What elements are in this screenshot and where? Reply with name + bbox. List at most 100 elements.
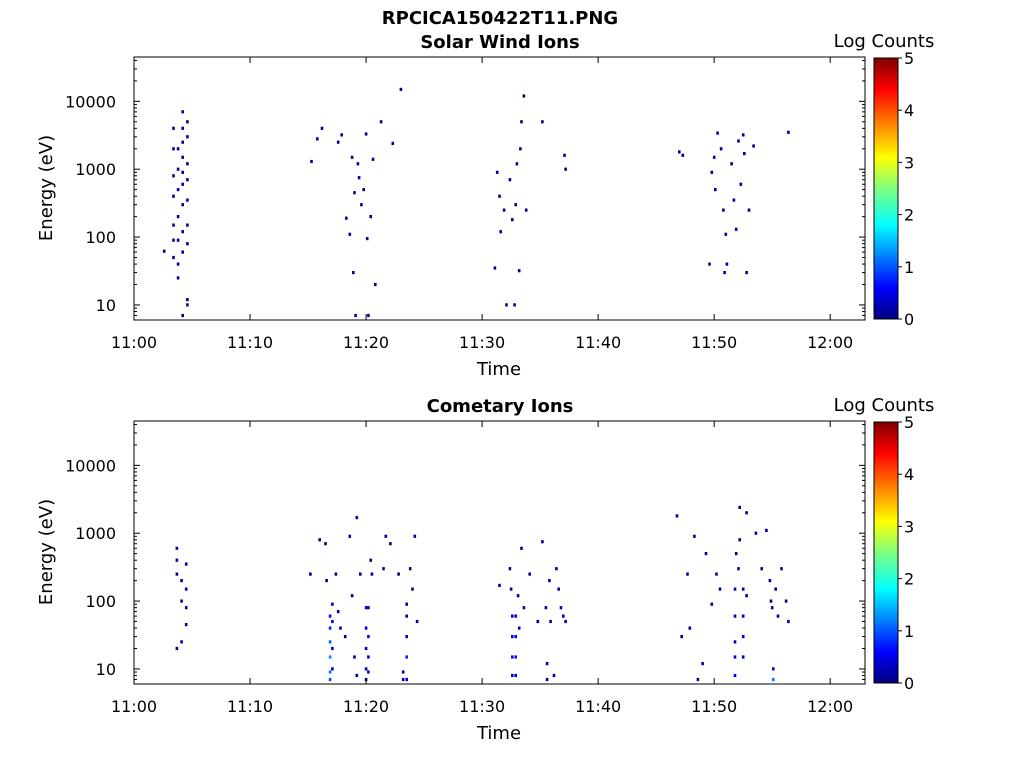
data-cell: [172, 223, 175, 227]
data-cell: [733, 655, 737, 659]
data-cell: [681, 153, 685, 157]
data-cell: [350, 155, 354, 159]
solar-wind-title: Solar Wind Ions: [420, 32, 579, 53]
data-cell: [367, 606, 370, 610]
data-cell: [181, 182, 184, 186]
data-cell: [328, 640, 332, 644]
data-cell: [719, 147, 723, 151]
data-cell: [519, 147, 522, 151]
data-cell: [715, 572, 718, 576]
colorbar-tick-label: 1: [904, 622, 914, 641]
cometary-colorbar-gradient: [873, 421, 899, 684]
data-cell: [172, 238, 175, 242]
solar-wind-colorbar: Log Counts 0 1 2 3 4 5: [834, 31, 935, 329]
data-cell: [399, 87, 403, 91]
data-cell: [733, 640, 737, 644]
data-cell: [374, 282, 377, 287]
data-cell: [768, 579, 772, 583]
data-cell: [175, 546, 179, 550]
data-cell: [511, 218, 514, 222]
data-cell: [181, 203, 184, 207]
data-cell: [498, 194, 501, 198]
data-cell: [175, 558, 179, 562]
cometary-colorbar-label: Log Counts: [834, 395, 935, 416]
data-cell: [350, 594, 354, 598]
data-cell: [734, 227, 738, 231]
y-tick-label: 1000: [75, 160, 116, 179]
data-cell: [382, 567, 385, 571]
colorbar-tick-label: 4: [904, 465, 914, 484]
data-cell: [334, 572, 338, 576]
data-cell: [186, 223, 189, 227]
x-tick-label: 11:00: [111, 333, 157, 352]
data-cell: [360, 203, 363, 207]
data-cell: [737, 567, 740, 571]
data-cell: [743, 152, 746, 156]
data-cell: [680, 635, 683, 639]
data-cell: [733, 587, 737, 591]
x-tick-label: 11:30: [459, 333, 505, 352]
data-cell: [548, 579, 551, 583]
data-cell: [411, 587, 414, 591]
data-cell: [541, 120, 544, 124]
x-tick-label: 12:00: [807, 333, 853, 352]
data-cell: [328, 677, 332, 682]
data-cell: [405, 655, 408, 659]
data-cell: [186, 198, 189, 202]
x-tick-label: 11:30: [459, 697, 505, 716]
colorbar-tick-label: 0: [904, 674, 914, 693]
colorbar-tick-label: 3: [904, 517, 914, 536]
data-cell: [760, 567, 763, 571]
data-cell: [524, 208, 528, 212]
data-cell: [172, 147, 175, 151]
y-tick-label: 10: [96, 660, 116, 679]
data-cell: [520, 120, 523, 124]
data-cell: [536, 619, 540, 624]
solar-wind-plot-frame: [133, 56, 866, 321]
data-cell: [176, 147, 180, 151]
data-cell: [328, 670, 332, 674]
data-cell: [745, 594, 748, 598]
data-cell: [509, 587, 513, 591]
data-cell: [184, 562, 188, 566]
data-cell: [369, 215, 372, 219]
data-cell: [511, 635, 514, 639]
data-cell: [316, 137, 319, 141]
data-cell: [710, 602, 714, 606]
data-cell: [359, 572, 362, 576]
data-cell: [345, 216, 348, 220]
data-cell: [716, 131, 719, 135]
x-tick-label: 11:50: [691, 333, 737, 352]
data-cell: [754, 531, 758, 535]
data-cell: [415, 619, 419, 624]
data-cell: [733, 673, 737, 678]
data-cell: [331, 602, 334, 606]
data-cell: [324, 542, 327, 546]
data-cell: [181, 250, 184, 254]
data-cell: [774, 587, 777, 591]
data-cell: [738, 538, 741, 542]
data-cell: [734, 552, 738, 556]
data-cell: [362, 188, 365, 192]
data-cell: [564, 619, 567, 624]
data-cell: [515, 162, 519, 166]
data-cell: [712, 155, 716, 159]
solar-wind-xlabel: Time: [476, 359, 521, 380]
data-cell: [495, 170, 499, 174]
data-cell: [499, 230, 502, 234]
data-cell: [696, 677, 700, 682]
data-cell: [511, 655, 514, 659]
data-cell: [369, 558, 372, 562]
data-cell: [408, 567, 412, 571]
data-cell: [505, 303, 508, 307]
data-cell: [391, 141, 395, 145]
y-tick-label: 10: [96, 296, 116, 315]
data-cell: [738, 505, 741, 509]
data-cell: [678, 150, 681, 154]
data-cell: [562, 614, 565, 618]
solar-wind-axes: 11:00 11:10 11:20 11:30 11:40 11:50 12:00 10 100…: [65, 57, 865, 352]
data-cell: [770, 606, 774, 610]
data-cell: [765, 528, 768, 532]
data-cell: [348, 232, 352, 236]
data-cell: [172, 255, 175, 260]
